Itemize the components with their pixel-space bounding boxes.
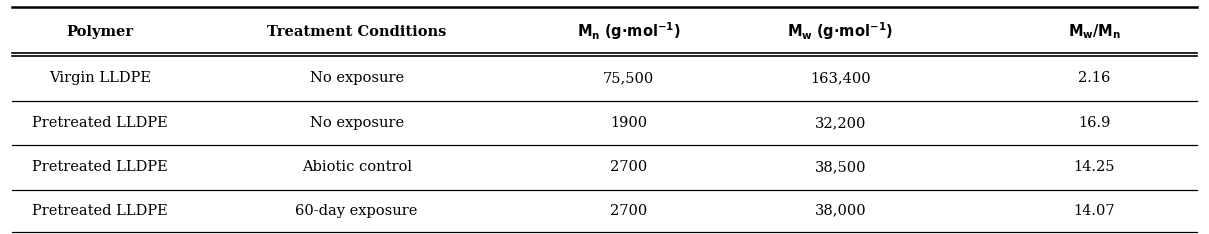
Text: 38,000: 38,000 [815, 204, 866, 218]
Text: Pretreated LLDPE: Pretreated LLDPE [33, 160, 168, 174]
Text: 75,500: 75,500 [603, 71, 654, 85]
Text: Pretreated LLDPE: Pretreated LLDPE [33, 204, 168, 218]
Text: 14.07: 14.07 [1074, 204, 1115, 218]
Text: $\mathbf{M_w/M_n}$: $\mathbf{M_w/M_n}$ [1068, 22, 1121, 41]
Text: 60-day exposure: 60-day exposure [295, 204, 418, 218]
Text: 2.16: 2.16 [1078, 71, 1110, 85]
Text: 163,400: 163,400 [810, 71, 870, 85]
Text: Abiotic control: Abiotic control [302, 160, 411, 174]
Text: Treatment Conditions: Treatment Conditions [267, 25, 446, 39]
Text: No exposure: No exposure [310, 71, 404, 85]
Text: Virgin LLDPE: Virgin LLDPE [50, 71, 151, 85]
Text: 2700: 2700 [611, 204, 647, 218]
Text: 14.25: 14.25 [1074, 160, 1115, 174]
Text: 32,200: 32,200 [815, 116, 866, 130]
Text: $\mathbf{M_n}$ $\mathbf{(g{\cdot}mol^{-1})}$: $\mathbf{M_n}$ $\mathbf{(g{\cdot}mol^{-1… [577, 21, 681, 42]
Text: Polymer: Polymer [66, 25, 134, 39]
Text: 2700: 2700 [611, 160, 647, 174]
Text: No exposure: No exposure [310, 116, 404, 130]
Text: Pretreated LLDPE: Pretreated LLDPE [33, 116, 168, 130]
Text: 38,500: 38,500 [815, 160, 866, 174]
Text: 1900: 1900 [611, 116, 647, 130]
Text: 16.9: 16.9 [1078, 116, 1110, 130]
Text: $\mathbf{M_w}$ $\mathbf{(g{\cdot}mol^{-1})}$: $\mathbf{M_w}$ $\mathbf{(g{\cdot}mol^{-1… [787, 21, 893, 42]
